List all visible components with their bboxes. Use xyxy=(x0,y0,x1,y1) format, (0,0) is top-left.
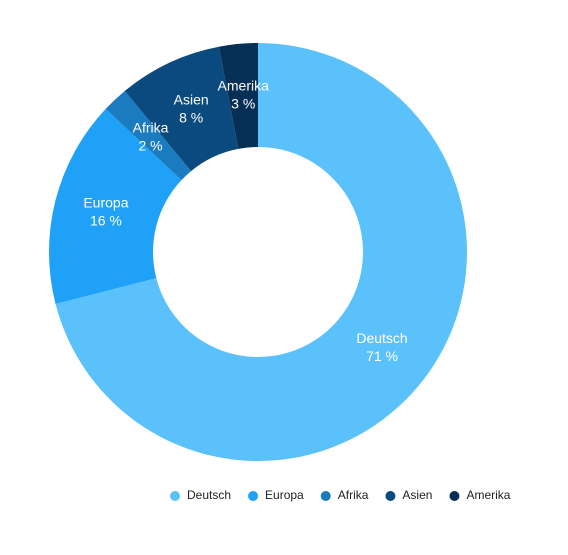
legend-label: Europa xyxy=(265,488,304,502)
legend-label: Amerika xyxy=(466,488,510,502)
legend-marker xyxy=(449,491,460,501)
slice-label: Asien xyxy=(174,92,209,108)
slice-value: 16 % xyxy=(90,213,122,229)
legend-marker xyxy=(248,491,259,501)
slice-label: Amerika xyxy=(218,77,270,93)
slice xyxy=(124,46,239,172)
legend-marker xyxy=(385,491,396,501)
legend-marker xyxy=(320,491,331,501)
slice xyxy=(105,90,192,181)
slice-value: 71 % xyxy=(366,348,398,364)
slice xyxy=(49,108,182,304)
legend-label: Asien xyxy=(402,488,432,502)
legend-marker xyxy=(170,491,180,501)
slice-label: Europa xyxy=(83,195,128,211)
slice xyxy=(55,43,468,462)
slice-value: 2 % xyxy=(138,137,162,153)
slice-value: 8 % xyxy=(179,110,203,126)
slice-value: 3 % xyxy=(231,95,255,111)
legend-label: Deutsch xyxy=(187,488,231,502)
legend-label: Afrika xyxy=(338,488,369,502)
slice-label: Afrika xyxy=(133,119,169,135)
slice xyxy=(218,43,258,149)
slice-label: Deutsch xyxy=(356,330,407,346)
